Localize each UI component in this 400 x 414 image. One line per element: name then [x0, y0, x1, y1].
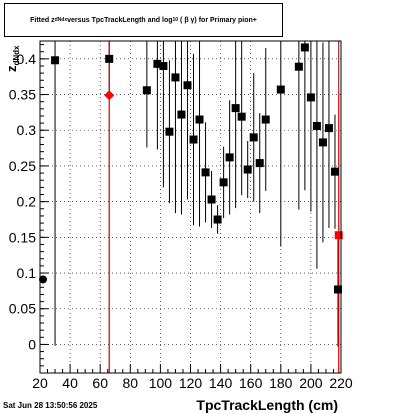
y-tick-label: 0.35 — [9, 87, 36, 103]
y-axis-label: zdNdx — [4, 45, 21, 72]
x-tick-label: 40 — [62, 375, 78, 391]
x-tick-label: 100 — [149, 375, 173, 391]
y-tick-label: 0.15 — [9, 229, 36, 245]
data-point-square — [142, 86, 151, 95]
x-tick-label: 200 — [299, 375, 323, 391]
data-point-square — [330, 167, 339, 176]
datestamp: Sat Jun 28 13:50:56 2025 — [3, 401, 98, 410]
y-tick-label: 0.4 — [17, 51, 37, 67]
tick-labels: 20 40 60 80 100 120 140 160 180 200 220 0 0.05 0.1 0.1… — [9, 51, 353, 391]
data-point-square — [213, 215, 222, 224]
data-point-square — [276, 85, 285, 94]
data-point-square — [306, 93, 315, 102]
x-tick-label: 180 — [269, 375, 293, 391]
y-tick-label: 0.3 — [17, 122, 37, 138]
data-point-square — [225, 153, 234, 162]
data-point-square — [231, 104, 240, 113]
data-point-square — [243, 165, 252, 174]
data-point-square — [294, 62, 303, 71]
y-tick-label: 0.25 — [9, 158, 36, 174]
data-point-square — [249, 133, 258, 142]
data-point-square — [189, 135, 198, 144]
data-point-square — [255, 159, 264, 168]
data-point-square — [177, 110, 186, 119]
data-point-square — [195, 115, 204, 124]
y-tick-label: 0.2 — [17, 194, 37, 210]
data-point-square — [318, 138, 327, 147]
data-point-square — [105, 54, 114, 63]
y-tick-label: 0.05 — [9, 301, 36, 317]
y-tick-label: 0 — [28, 336, 36, 352]
axis-ticks — [39, 44, 342, 374]
x-tick-label: 80 — [123, 375, 139, 391]
data-point-square — [261, 115, 270, 124]
data-point-square — [165, 127, 174, 136]
data-point-diamond — [104, 90, 115, 101]
data-point-square — [183, 81, 192, 90]
data-point-square — [171, 73, 180, 82]
x-tick-label: 220 — [329, 375, 353, 391]
data-point-square — [237, 112, 246, 121]
data-point-square — [312, 121, 321, 130]
x-axis-label: TpcTrackLength (cm) — [196, 397, 338, 413]
data-point-square — [300, 43, 309, 52]
plot-frame — [39, 40, 342, 374]
data-point-square — [201, 168, 210, 177]
data-point-square — [333, 285, 342, 294]
data-point-square — [334, 231, 343, 240]
x-tick-label: 140 — [209, 375, 233, 391]
data-point-circle — [39, 275, 48, 284]
data-point-square — [207, 195, 216, 204]
data-point-square — [219, 178, 228, 187]
x-tick-label: 160 — [239, 375, 263, 391]
data-point-square — [51, 56, 60, 65]
grid-lines — [40, 41, 341, 373]
data-points — [39, 43, 343, 294]
data-point-square — [153, 59, 162, 68]
chart-title: Fitted z dNdx versus TpcTrackLength and l… — [4, 3, 283, 37]
error-bars — [54, 41, 340, 373]
x-tick-label: 120 — [179, 375, 203, 391]
data-point-square — [159, 61, 168, 70]
y-tick-label: 0.1 — [17, 265, 37, 281]
data-point-square — [324, 124, 333, 133]
x-tick-label: 60 — [92, 375, 108, 391]
x-tick-label: 20 — [32, 375, 48, 391]
